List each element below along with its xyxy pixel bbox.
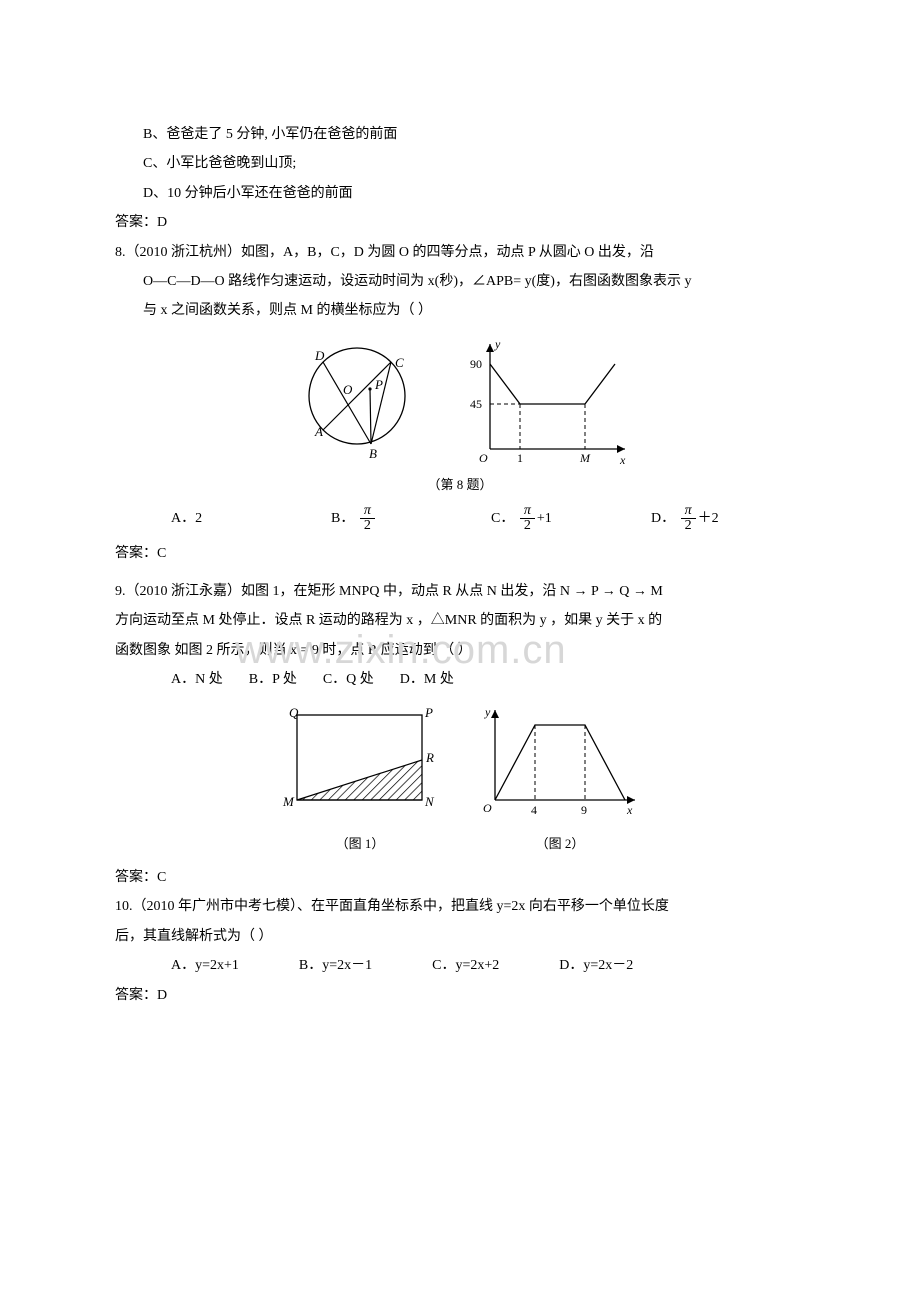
q9-fig2-cap: （图 2） <box>475 830 645 857</box>
q9-line1: 9.（2010 浙江永嘉）如图 1，在矩形 MNPQ 中，动点 R 从点 N 出… <box>115 577 805 606</box>
q8-choices: A．2 B． π2 C． π2 +1 D． π2 ＋2 <box>115 504 805 533</box>
frac-pi2-d: π2 <box>681 504 696 533</box>
opt-d: D、10 分钟后小军还在爸爸的前面 <box>115 179 805 208</box>
q9-line2: 方向运动至点 M 处停止．设点 R 运动的路程为 x ，△MNR 的面积为 y … <box>115 606 805 635</box>
q8-line3: 与 x 之间函数关系，则点 M 的横坐标应为（ ） <box>115 296 805 325</box>
frac-pi2-c: π2 <box>520 504 535 533</box>
svg-text:O: O <box>343 382 353 397</box>
answer-7: 答案：D <box>115 208 805 237</box>
svg-text:M: M <box>282 794 295 809</box>
svg-text:R: R <box>425 750 434 765</box>
q8-figure-row: A B C D O P 90 45 O 1 M x y <box>115 334 805 469</box>
svg-text:x: x <box>626 803 633 817</box>
svg-text:4: 4 <box>531 803 537 817</box>
svg-text:x: x <box>619 453 626 467</box>
q8-choice-b: B． π2 <box>331 504 491 533</box>
svg-text:Q: Q <box>289 705 299 720</box>
q8-circle-diagram: A B C D O P <box>285 334 435 469</box>
svg-text:45: 45 <box>470 397 482 411</box>
q8-graph: 90 45 O 1 M x y <box>465 334 635 469</box>
svg-text:P: P <box>424 705 433 720</box>
q9-choice-a: A．N 处 <box>171 665 223 694</box>
q10-line1: 10.（2010 年广州市中考七模）、在平面直角坐标系中，把直线 y=2x 向右… <box>115 892 805 921</box>
svg-text:O: O <box>479 451 488 465</box>
q9-rect-diagram: Q P R N M <box>275 700 445 820</box>
answer-9: 答案：C <box>115 863 805 892</box>
svg-text:M: M <box>579 451 591 465</box>
q8-line1: 8.（2010 浙江杭州）如图，A，B，C，D 为圆 O 的四等分点，动点 P … <box>115 238 805 267</box>
svg-text:B: B <box>369 446 377 461</box>
q10-choice-d: D．y=2x－2 <box>559 951 633 980</box>
svg-text:9: 9 <box>581 803 587 817</box>
q9-figure-row: Q P R N M （图 1） O 4 9 x y <box>115 700 805 857</box>
q10-choice-a: A．y=2x+1 <box>171 951 239 980</box>
q8-choice-a: A．2 <box>171 504 331 533</box>
q10-choice-b: B．y=2x－1 <box>299 951 372 980</box>
answer-8: 答案：C <box>115 539 805 568</box>
q10-choice-c: C．y=2x+2 <box>432 951 499 980</box>
q9-choices: A．N 处 B．P 处 C．Q 处 D．M 处 <box>115 665 805 694</box>
svg-text:C: C <box>395 355 404 370</box>
answer-10: 答案：D <box>115 981 805 1010</box>
q9-choice-d: D．M 处 <box>400 665 454 694</box>
q9-fig2-wrap: O 4 9 x y （图 2） <box>475 700 645 857</box>
svg-text:y: y <box>484 705 491 719</box>
q9-choice-b: B．P 处 <box>249 665 297 694</box>
q8-d-tail: ＋2 <box>698 504 719 533</box>
q9-line3: 函数图象 如图 2 所示，则当 x = 9 时，点 R 应运动到 （ ） <box>115 636 805 665</box>
svg-text:N: N <box>424 794 435 809</box>
svg-text:y: y <box>494 337 501 351</box>
q9-fig1-cap: （图 1） <box>275 830 445 857</box>
svg-text:90: 90 <box>470 357 482 371</box>
q8-choice-d: D． π2 ＋2 <box>651 504 791 533</box>
q8-c-tail: +1 <box>537 504 552 533</box>
svg-text:A: A <box>314 424 323 439</box>
q10-line2: 后，其直线解析式为（ ） <box>115 922 805 951</box>
q9-graph: O 4 9 x y <box>475 700 645 820</box>
q9-fig1-wrap: Q P R N M （图 1） <box>275 700 445 857</box>
svg-text:1: 1 <box>517 451 523 465</box>
svg-text:O: O <box>483 801 492 815</box>
q8-line2: O—C—D—O 路线作匀速运动，设运动时间为 x(秒)，∠APB= y(度)，右… <box>115 267 805 296</box>
opt-b: B、爸爸走了 5 分钟, 小军仍在爸爸的前面 <box>115 120 805 149</box>
opt-c: C、小军比爸爸晚到山顶; <box>115 149 805 178</box>
q9-choice-c: C．Q 处 <box>323 665 374 694</box>
svg-text:P: P <box>374 377 383 392</box>
q10-choices: A．y=2x+1 B．y=2x－1 C．y=2x+2 D．y=2x－2 <box>115 951 805 980</box>
q8-choice-c: C． π2 +1 <box>491 504 651 533</box>
frac-pi2-b: π2 <box>360 504 375 533</box>
svg-text:D: D <box>314 348 325 363</box>
q8-d-label: D． <box>651 504 675 533</box>
q8-c-label: C． <box>491 504 514 533</box>
q8-caption: （第 8 题） <box>115 471 805 498</box>
q8-b-label: B． <box>331 504 354 533</box>
